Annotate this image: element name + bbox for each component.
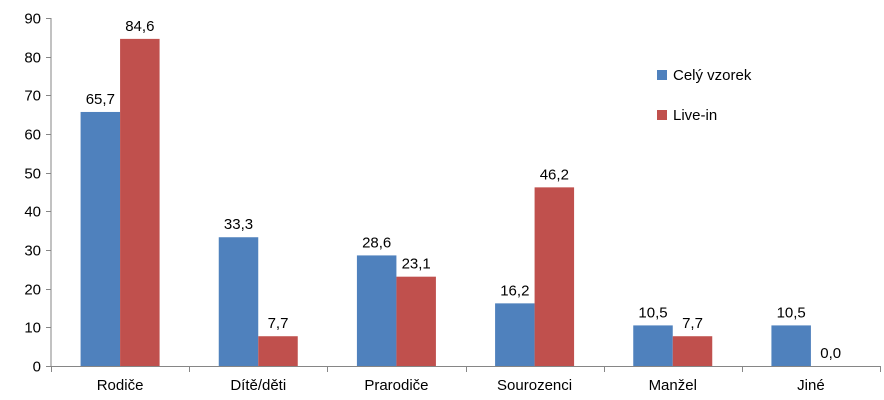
bar-live-in	[534, 187, 575, 366]
legend-label: Celý vzorek	[673, 67, 752, 84]
y-tick-label: 20	[24, 282, 41, 299]
bar-cely-vzorek	[80, 111, 121, 367]
y-tick-label: 60	[24, 127, 41, 144]
data-label: 16,2	[500, 282, 529, 299]
x-category-label: Sourozenci	[497, 377, 572, 394]
bar-cely-vzorek	[633, 325, 673, 366]
data-label: 7,7	[682, 315, 703, 332]
bar-cely-vzorek	[771, 325, 811, 366]
x-category-label: Dítě/děti	[230, 377, 286, 394]
bar-cely-vzorek	[495, 303, 535, 366]
data-label: 33,3	[224, 216, 253, 233]
bar-cely-vzorek	[218, 237, 259, 366]
y-tick-label: 80	[24, 50, 41, 67]
data-label: 10,5	[777, 304, 806, 321]
x-category-label: Manžel	[649, 377, 697, 394]
data-label: 7,7	[268, 315, 289, 332]
y-tick-label: 90	[24, 11, 41, 28]
y-tick-label: 0	[33, 359, 41, 376]
data-label: 10,5	[638, 304, 667, 321]
legend-swatch	[657, 70, 667, 80]
bar-live-in	[120, 38, 160, 366]
x-category-label: Jiné	[797, 377, 825, 394]
y-tick-label: 50	[24, 166, 41, 183]
y-tick-label: 40	[24, 204, 41, 221]
legend-label: Live-in	[673, 107, 717, 124]
x-category-label: Prarodiče	[364, 377, 428, 394]
data-label: 0,0	[820, 345, 841, 362]
bar-live-in	[672, 336, 713, 366]
y-tick-label: 70	[24, 88, 41, 105]
x-category-label: Rodiče	[97, 377, 144, 394]
data-label: 28,6	[362, 234, 391, 251]
y-tick-label: 10	[24, 320, 41, 337]
data-label: 84,6	[125, 18, 154, 35]
bar-live-in	[396, 276, 436, 366]
data-label: 65,7	[86, 91, 115, 108]
data-label: 46,2	[540, 166, 569, 183]
bar-cely-vzorek	[356, 255, 397, 366]
legend-swatch	[657, 110, 667, 120]
data-label: 23,1	[402, 256, 431, 273]
bar-live-in	[258, 336, 298, 366]
y-tick-label: 30	[24, 243, 41, 260]
